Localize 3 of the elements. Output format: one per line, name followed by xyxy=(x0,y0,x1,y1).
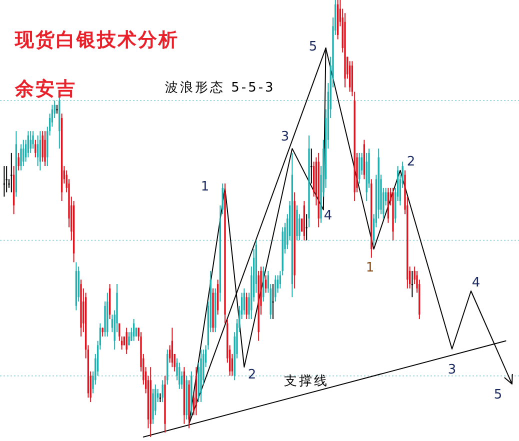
subtitle: 余安吉 xyxy=(15,78,76,100)
title: 现货白银技术分析 xyxy=(15,29,179,51)
annotation: 波浪形态 5-5-3 xyxy=(165,80,276,96)
